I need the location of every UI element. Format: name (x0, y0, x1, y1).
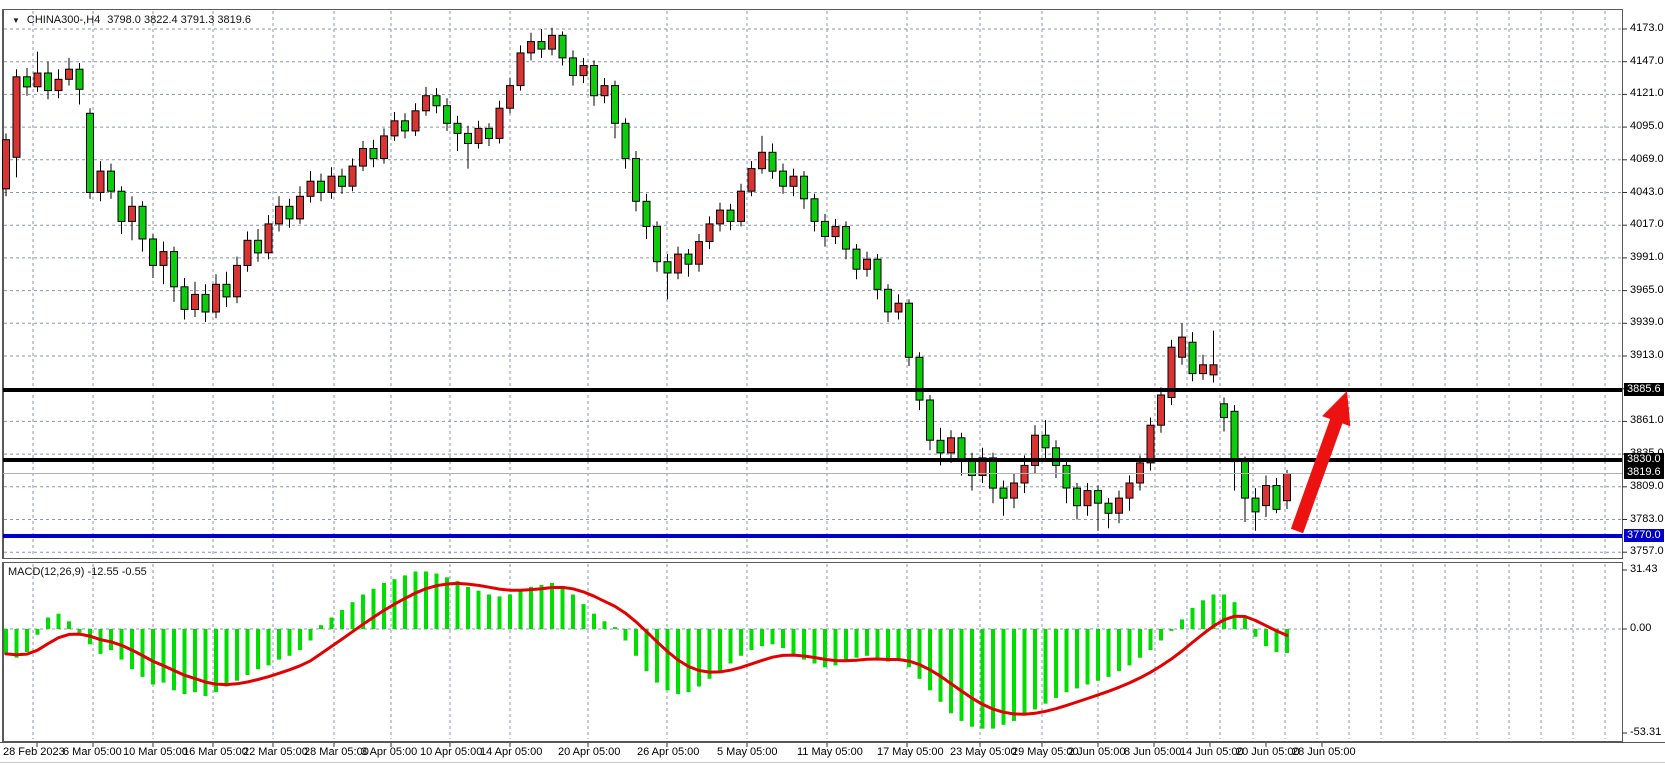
time-axis-label: 23 May 05:00 (950, 746, 1017, 758)
symbol-title-bar: ▼ CHINA300-,H4 3798.0 3822.4 3791.3 3819… (12, 14, 251, 26)
time-axis-label: 14 Jun 05:00 (1180, 746, 1244, 758)
time-axis-label: 20 Jun 05:00 (1236, 746, 1300, 758)
time-axis-label: 3 Apr 05:00 (361, 746, 418, 758)
macd-values: -12.55 -0.55 (87, 566, 147, 578)
time-axis-line[interactable] (0, 742, 1665, 743)
price-tick-label: 4173.0 (1630, 22, 1664, 34)
time-axis-label: 2 Jun 05:00 (1068, 746, 1126, 758)
chevron-down-icon: ▼ (12, 15, 20, 25)
price-tick-label: 4147.0 (1630, 55, 1664, 67)
support-line-3830.0[interactable] (3, 458, 1622, 462)
macd-name: MACD(12,26,9) (8, 566, 85, 578)
current-price-line-3819.6[interactable] (3, 473, 1622, 474)
price-tick-label: 3965.0 (1630, 284, 1664, 296)
time-axis-label: 16 Mar 05:00 (183, 746, 248, 758)
price-badge-3770.0: 3770.0 (1624, 529, 1664, 542)
time-axis-label: 10 Mar 05:00 (123, 746, 188, 758)
price-badge-3830.0: 3830.0 (1624, 453, 1664, 466)
time-axis-label: 6 Mar 05:00 (63, 746, 122, 758)
price-tick-label: 4121.0 (1630, 87, 1664, 99)
macd-tick-label: -53.31 (1630, 726, 1662, 738)
macd-tick-label: 0.00 (1630, 622, 1652, 634)
ohlc-values: 3798.0 3822.4 3791.3 3819.6 (107, 14, 252, 26)
time-axis-label: 11 May 05:00 (797, 746, 863, 758)
window-bottom-edge (0, 762, 1665, 763)
time-axis-label: 10 Apr 05:00 (420, 746, 483, 758)
price-chart-panel[interactable] (2, 9, 1623, 559)
price-tick-label: 4043.0 (1630, 186, 1664, 198)
candlestick-series (2, 27, 1291, 531)
time-axis-label: 29 May 05:00 (1012, 746, 1079, 758)
arrow-head (1322, 391, 1351, 427)
price-tick-label: 3913.0 (1630, 349, 1664, 361)
price-tick-label: 4017.0 (1630, 218, 1664, 230)
macd-signal-line (4, 581, 1289, 716)
price-tick-label: 3861.0 (1630, 414, 1664, 426)
macd-tick-label: 31.43 (1630, 563, 1658, 575)
price-tick-label: 4069.0 (1630, 153, 1664, 165)
time-axis-label: 22 Mar 05:00 (243, 746, 308, 758)
macd-histogram (4, 571, 1289, 729)
symbol-timeframe-label: CHINA300-,H4 (26, 14, 101, 26)
time-axis-label: 28 Feb 2023 (3, 746, 65, 758)
macd-indicator-label: MACD(12,26,9) -12.55 -0.55 (8, 566, 147, 578)
price-badge-3885.6: 3885.6 (1624, 383, 1664, 396)
time-axis-label: 5 May 05:00 (717, 746, 778, 758)
price-tick-label: 3809.0 (1630, 480, 1664, 492)
time-axis-label: 17 May 05:00 (877, 746, 944, 758)
price-tick-label: 3991.0 (1630, 251, 1664, 263)
time-gridlines (32, 11, 1606, 739)
time-axis-label: 8 Jun 05:00 (1124, 746, 1182, 758)
time-axis-label: 20 Apr 05:00 (558, 746, 621, 758)
price-tick-label: 3757.0 (1630, 545, 1664, 557)
blue-level-line-3770.0[interactable] (3, 534, 1622, 538)
time-axis-label: 14 Apr 05:00 (480, 746, 543, 758)
time-axis-label: 26 Apr 05:00 (637, 746, 700, 758)
time-axis-label: 28 Mar 05:00 (304, 746, 369, 758)
price-tick-label: 4095.0 (1630, 120, 1664, 132)
price-badge-3819.6: 3819.6 (1624, 466, 1664, 479)
price-tick-label: 3783.0 (1630, 513, 1664, 525)
resistance-line-3885.6[interactable] (3, 388, 1622, 392)
price-tick-label: 3939.0 (1630, 316, 1664, 328)
time-axis-label: 28 Jun 05:00 (1292, 746, 1356, 758)
